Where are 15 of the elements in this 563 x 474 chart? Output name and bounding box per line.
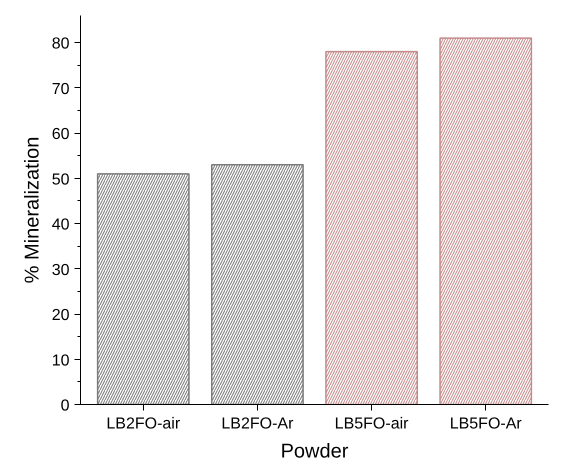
x-tick-label: LB5FO-air — [334, 416, 410, 432]
y-tick-label: 0 — [60, 398, 70, 414]
y-tick-label: 50 — [52, 171, 70, 188]
y-axis-title: % Mineralization — [22, 136, 44, 284]
x-tick-label: LB2FO-Ar — [221, 416, 294, 432]
x-tick-label: LB2FO-air — [106, 416, 181, 432]
x-axis-title: Powder — [280, 440, 349, 462]
y-tick-label: 60 — [52, 126, 70, 144]
y-tick-label: 30 — [52, 262, 70, 279]
y-tick-label: 70 — [52, 80, 70, 98]
y-tick-label: 20 — [52, 307, 70, 324]
x-tick-label: LB5FO-Ar — [450, 416, 522, 432]
y-tick-label: 80 — [52, 36, 70, 53]
y-tick-label: 10 — [52, 352, 70, 370]
y-tick-label: 40 — [52, 216, 70, 234]
